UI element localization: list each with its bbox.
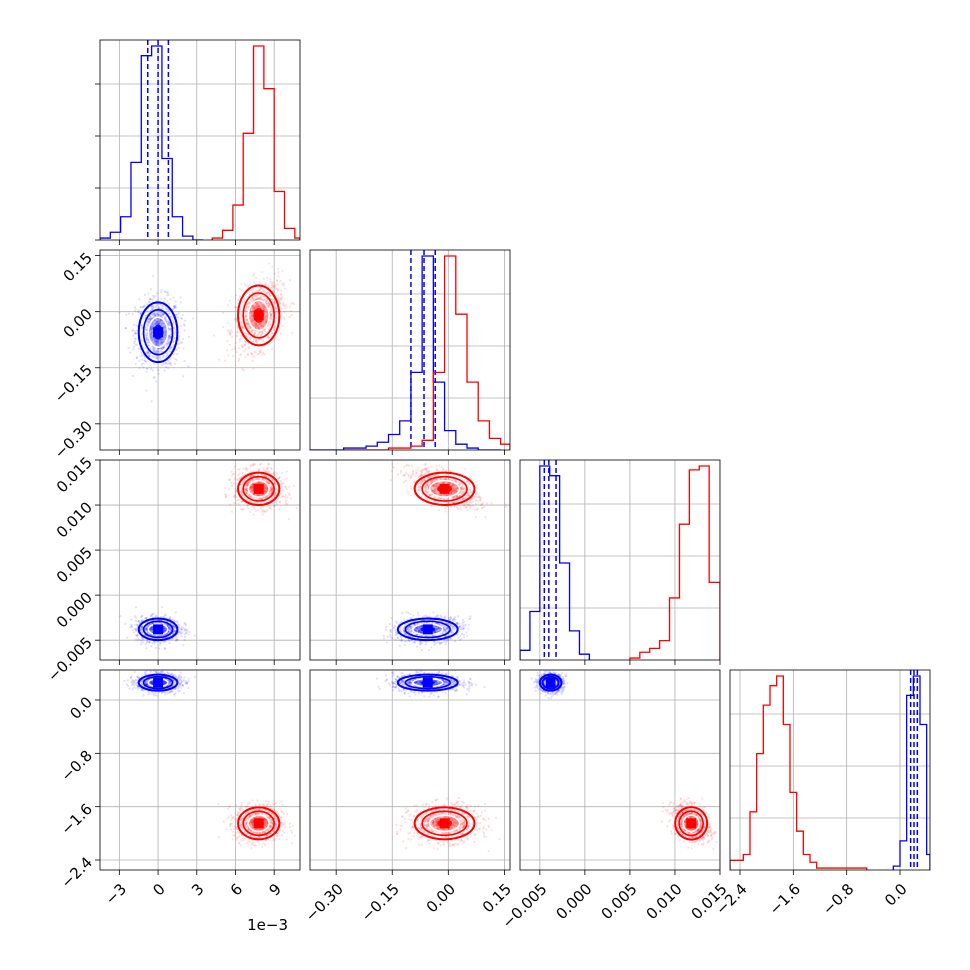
- y-tick-label: 0.010: [53, 498, 96, 541]
- contour-blue: [142, 620, 174, 639]
- hist-blue-3: [892, 675, 930, 870]
- scatter-panel-2-1: [310, 460, 510, 660]
- contour-red: [237, 806, 281, 841]
- density-peak-blue: [422, 677, 433, 688]
- x-offset-label: 1e−3: [247, 916, 288, 934]
- contour-blue: [404, 675, 451, 690]
- y-tick-label: −1.6: [58, 800, 96, 838]
- hist-panel-1: [310, 250, 510, 450]
- density-peak-red: [439, 818, 450, 829]
- x-tick-label: −0.8: [819, 880, 857, 918]
- density-peak-blue: [153, 624, 164, 635]
- contour-blue: [541, 675, 560, 690]
- contour-blue: [142, 309, 174, 356]
- contour-red: [242, 292, 275, 339]
- x-tick-label: 3: [188, 880, 207, 899]
- panel-frame: [729, 669, 931, 871]
- x-tick-label: 9: [265, 880, 284, 899]
- hist-panel-3: [730, 670, 930, 870]
- hist-blue-0: [100, 45, 204, 240]
- contour-blue: [137, 301, 179, 364]
- y-tick-label: 0.15: [60, 249, 96, 285]
- x-tick-label: −3: [102, 880, 130, 908]
- panel-frame: [99, 669, 301, 871]
- contour-red: [242, 475, 275, 502]
- y-tick-label: 0.0: [66, 693, 96, 723]
- hist-blue-1: [310, 255, 501, 450]
- x-tick-label: 0.010: [643, 880, 686, 923]
- x-tick-label: 6: [227, 880, 246, 899]
- contour-red: [237, 284, 281, 347]
- contour-red: [678, 810, 704, 837]
- hist-red-1: [343, 255, 510, 450]
- density-peak-red: [253, 483, 264, 494]
- x-tick-label: −0.30: [302, 880, 347, 925]
- density-peak-blue: [153, 327, 164, 338]
- contour-blue: [404, 620, 451, 639]
- density-peak-red: [253, 818, 264, 829]
- y-tick-label: 0.005: [53, 543, 96, 586]
- contour-red: [242, 810, 275, 837]
- scatter-panel-3-0: [100, 670, 300, 870]
- density-peak-blue: [545, 677, 556, 688]
- x-tick-label: −1.6: [766, 880, 804, 918]
- panel-frame: [99, 249, 301, 451]
- y-tick-label: 0.015: [53, 453, 96, 496]
- hist-panel-0: [100, 40, 300, 240]
- panel-frame: [99, 459, 301, 661]
- y-tick-label: −2.4: [58, 853, 96, 891]
- contour-blue: [137, 617, 179, 642]
- scatter-panel-3-2: [520, 670, 720, 870]
- density-peak-red: [686, 818, 697, 829]
- x-tick-label: −0.15: [358, 880, 403, 925]
- contour-red: [237, 471, 281, 507]
- hist-red-3: [730, 675, 868, 870]
- contour-red: [421, 475, 468, 502]
- contour-blue: [396, 617, 459, 642]
- panel-frame: [519, 669, 721, 871]
- x-tick-label: 0.0: [881, 880, 911, 910]
- panel-frame: [519, 459, 721, 661]
- x-tick-label: 0: [149, 880, 168, 899]
- y-tick-label: −0.8: [58, 747, 96, 785]
- hist-red-0: [211, 45, 300, 240]
- scatter-panel-3-1: [310, 670, 510, 870]
- scatter-panel-1-0: [100, 250, 300, 450]
- y-tick-label: −0.30: [51, 417, 96, 462]
- panel-frame: [99, 39, 301, 241]
- density-peak-red: [439, 483, 450, 494]
- density-peak-blue: [422, 624, 433, 635]
- panel-frame: [309, 459, 511, 661]
- density-peak-blue: [153, 677, 164, 688]
- contour-blue: [538, 673, 563, 692]
- y-tick-label: −0.005: [44, 633, 96, 685]
- x-tick-label: 0.00: [423, 880, 459, 916]
- panel-frame: [309, 249, 511, 451]
- hist-red-2: [629, 465, 720, 660]
- density-peak-red: [253, 310, 264, 321]
- contour-red: [421, 810, 468, 837]
- hist-panel-2: [520, 460, 720, 660]
- x-tick-label: 0.000: [553, 880, 596, 923]
- contour-red: [413, 471, 476, 507]
- panel-frame: [309, 669, 511, 871]
- y-tick-label: −0.15: [51, 361, 96, 406]
- contour-red: [413, 806, 476, 841]
- contour-blue: [142, 675, 174, 690]
- y-tick-label: 0.000: [53, 588, 96, 631]
- contour-blue: [396, 673, 459, 692]
- hist-blue-2: [520, 465, 591, 660]
- y-tick-label: 0.00: [60, 305, 96, 341]
- contour-red: [674, 806, 709, 841]
- scatter-panel-2-0: [100, 460, 300, 660]
- x-tick-label: 0.005: [598, 880, 641, 923]
- contour-blue: [137, 673, 179, 692]
